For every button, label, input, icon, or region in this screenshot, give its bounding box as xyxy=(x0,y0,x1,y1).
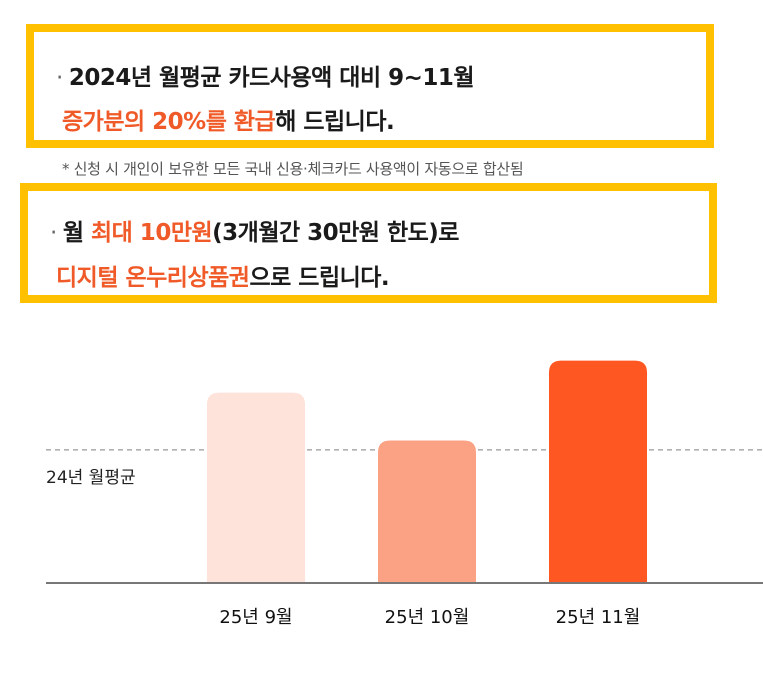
x-tick-label: 25년 11월 xyxy=(556,607,641,628)
voucher-highlight-type: 디지털 온누리상품권 xyxy=(56,265,250,291)
refund-line-2-rest: 해 드립니다. xyxy=(275,109,395,135)
voucher-line-1-pre: 월 xyxy=(62,220,91,246)
voucher-line-1-rest: (3개월간 30만원 한도)로 xyxy=(212,220,459,246)
bullet: · xyxy=(50,220,57,246)
refund-highlight: 증가분의 20%를 환급 xyxy=(62,109,276,135)
info-box-voucher: · 월 최대 10만원(3개월간 30만원 한도)로 디지털 온누리상품권으로 드… xyxy=(20,183,717,303)
x-tick-label: 25년 9월 xyxy=(219,607,292,628)
refund-line-2: 증가분의 20%를 환급해 드립니다. xyxy=(62,102,395,136)
voucher-line-2-rest: 으로 드립니다. xyxy=(249,265,390,291)
bullet: · xyxy=(56,65,63,91)
refund-line-1: · 2024년 월평균 카드사용액 대비 9~11월 xyxy=(56,58,475,92)
x-tick-label: 25년 10월 xyxy=(385,607,470,628)
footnote: * 신청 시 개인이 보유한 모든 국내 신용·체크카드 사용액이 자동으로 합… xyxy=(62,160,524,178)
info-box-refund: · 2024년 월평균 카드사용액 대비 9~11월 증가분의 20%를 환급해 … xyxy=(26,24,714,148)
voucher-line-1: · 월 최대 10만원(3개월간 30만원 한도)로 xyxy=(50,213,459,247)
voucher-line-2: 디지털 온누리상품권으로 드립니다. xyxy=(56,258,390,292)
bar-2 xyxy=(378,440,476,583)
voucher-highlight-amount: 최대 10만원 xyxy=(90,220,213,246)
bar-1 xyxy=(207,392,305,583)
refund-line-1-text: 2024년 월평균 카드사용액 대비 9~11월 xyxy=(68,65,475,91)
bar-3 xyxy=(549,360,647,583)
reference-line-label: 24년 월평균 xyxy=(46,468,136,488)
